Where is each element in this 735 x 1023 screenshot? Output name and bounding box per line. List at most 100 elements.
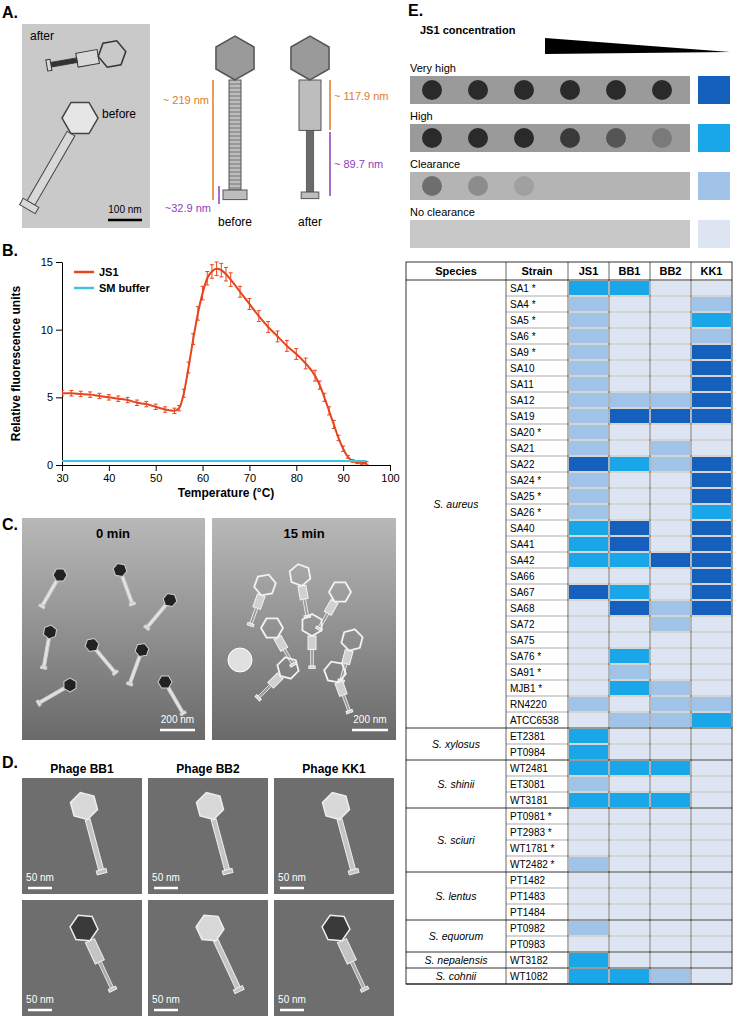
phage-sheath [253, 594, 265, 609]
heatmap-cell [610, 409, 649, 423]
heatmap-cell [610, 313, 649, 327]
heatmap-cell [569, 841, 608, 855]
table: SpeciesStrainJS1BB1BB2KK1SA1 *SA4 *SA5 *… [406, 262, 732, 984]
heatmap-cell [692, 921, 731, 935]
phage-tube [306, 130, 313, 192]
heatmap-cell [651, 905, 690, 919]
error-bar-cap [224, 267, 228, 268]
heatmap-cell [569, 937, 608, 951]
error-bar-cap [238, 297, 242, 298]
legend: JS1SM buffer [74, 266, 150, 294]
schematic-label: after [298, 215, 322, 229]
row-rule [506, 424, 732, 425]
row-label: SA25 * [510, 491, 541, 502]
tick: 0 [47, 459, 62, 471]
legend-swatch [698, 76, 730, 104]
row-label: SA10 [510, 363, 535, 374]
phage-head [43, 624, 57, 640]
heatmap-cell [651, 393, 690, 407]
legend-label: Clearance [410, 158, 460, 170]
heatmap-cell [651, 425, 690, 439]
phage-baseplate [222, 868, 233, 874]
header-rule [406, 280, 732, 281]
phage-baseplate [36, 700, 41, 706]
phage-shape [83, 636, 121, 678]
legend-swatch [698, 124, 730, 152]
dimension-label: ~ 219 nm [163, 94, 209, 106]
heatmap-cell [610, 377, 649, 391]
heatmap-cell [692, 681, 731, 695]
phage-shape [112, 561, 139, 607]
error-bar-cap [97, 398, 101, 399]
error-bar-cap [135, 400, 139, 401]
phage-head [319, 910, 353, 946]
heatmap-cell [569, 297, 608, 311]
figure: A.B.C.D.E.afterbefore100 nm~ 219 nm~32.9… [0, 0, 735, 1023]
error-bar-cap [313, 381, 317, 382]
heatmap-cell [651, 441, 690, 455]
column-rule [568, 262, 569, 984]
phage-tail [146, 604, 166, 627]
image-caption: 15 min [283, 526, 324, 541]
heatmap-cell [692, 825, 731, 839]
group-label: S. xylosus [432, 738, 481, 750]
heatmap-cell [569, 697, 608, 711]
tail-stripe [229, 156, 241, 157]
group-label: S. nepalensis [424, 954, 488, 966]
tick-mark [56, 465, 62, 466]
heatmap-cell [692, 761, 731, 775]
heatmap-cell [651, 761, 690, 775]
tick-label: 90 [338, 472, 350, 484]
tail-stripe [229, 112, 241, 113]
heatmap-cell [651, 953, 690, 967]
column-header: BB1 [618, 265, 640, 277]
column-header: JS1 [579, 265, 599, 277]
scale-bar-label: 50 nm [26, 994, 54, 1005]
row-label: PT2983 * [510, 827, 552, 838]
error-bar-cap [313, 370, 317, 371]
spot [652, 80, 672, 100]
dimension-line [329, 132, 331, 196]
error-bar-cap [229, 272, 233, 273]
scale-bar-label: 50 nm [278, 872, 306, 883]
spot [468, 128, 488, 148]
tail-stripe [229, 100, 241, 101]
heatmap-cell [651, 505, 690, 519]
tail-stripe [229, 128, 241, 129]
phage-baseplate [144, 625, 150, 631]
phage-baseplate [108, 986, 117, 992]
heatmap-cell [610, 553, 649, 567]
spot [468, 176, 488, 196]
phage-baseplate [112, 670, 118, 676]
tail-stripe [229, 140, 241, 141]
heatmap-cell [651, 857, 690, 871]
heatmap-cell [651, 345, 690, 359]
heatmap-cell [610, 569, 649, 583]
panel-e: JS1 concentrationVery highHighClearanceN… [406, 24, 732, 984]
tail-stripe [229, 164, 241, 165]
error-bar-cap [116, 395, 120, 396]
phage-head [321, 789, 352, 822]
phage-baseplate [126, 682, 132, 686]
panel-a: afterbefore100 nm~ 219 nm~32.9 nm~ 117.9… [14, 24, 389, 229]
phage-head [61, 676, 79, 694]
tail-stripe [229, 168, 241, 169]
row-rule [506, 792, 732, 793]
phage-tail [85, 819, 103, 871]
row-rule [506, 696, 732, 697]
phage-head [273, 653, 302, 682]
row-label: PT0982 [510, 923, 545, 934]
phage-head [289, 563, 312, 588]
micrograph [148, 778, 268, 894]
heatmap-cell [610, 361, 649, 375]
heatmap-cell [569, 633, 608, 647]
group-label: S. sciuri [437, 834, 475, 846]
error-bar-cap [266, 321, 270, 322]
error-bar-cap [79, 391, 83, 392]
phage-shape [67, 910, 124, 995]
tick-mark [56, 330, 62, 331]
spot [606, 128, 626, 148]
phage-head [112, 561, 128, 578]
scale-bar-label: 200 nm [161, 714, 194, 725]
heatmap-cell [569, 521, 608, 535]
